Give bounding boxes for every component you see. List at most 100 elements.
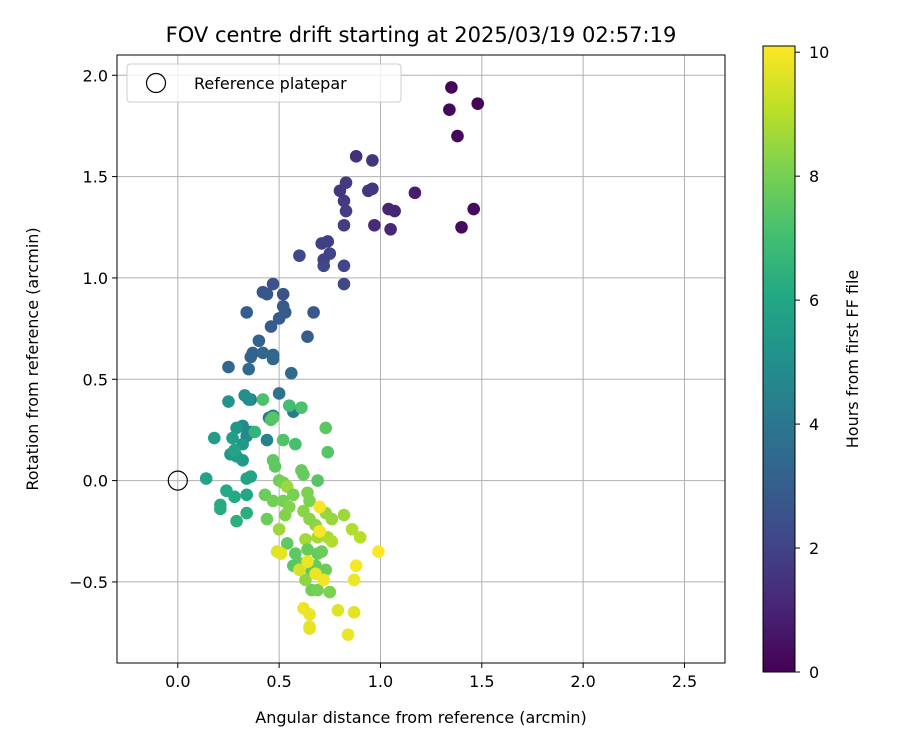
data-point: [368, 218, 381, 232]
data-point: [244, 470, 258, 483]
data-point: [467, 202, 480, 216]
colorbar-tick-label: 6: [809, 291, 819, 310]
data-point: [313, 524, 326, 538]
data-point: [366, 154, 379, 167]
data-point: [353, 531, 367, 544]
colorbar-gradient: [763, 46, 795, 672]
data-point: [319, 421, 333, 435]
data-point: [226, 431, 239, 445]
data-point: [362, 184, 375, 198]
data-point: [242, 362, 256, 376]
colorbar-tick-label: 0: [809, 663, 819, 682]
data-point: [260, 433, 274, 447]
data-point: [339, 204, 353, 218]
y-tick-label: 1.0: [83, 269, 108, 288]
colorbar-tick-label: 4: [809, 415, 819, 434]
data-point: [228, 490, 241, 504]
colorbar-ticks: 0 2 4 6 8 10: [795, 43, 829, 682]
data-point: [282, 399, 296, 412]
data-point: [284, 366, 298, 380]
data-point: [222, 395, 235, 408]
data-point: [337, 194, 351, 208]
data-point: [244, 350, 258, 364]
data-point: [471, 97, 485, 110]
data-point: [408, 186, 422, 200]
data-point: [272, 387, 286, 400]
data-point: [311, 583, 324, 597]
legend-label: Reference platepar: [194, 74, 347, 93]
data-point: [307, 306, 320, 319]
data-point: [266, 411, 280, 425]
data-point: [272, 312, 286, 325]
y-tick-label: 2.0: [83, 66, 108, 85]
data-point: [256, 346, 270, 360]
data-point: [207, 431, 221, 445]
plot-frame: [116, 54, 726, 664]
data-point: [289, 437, 302, 451]
data-point: [325, 535, 339, 548]
data-point: [280, 537, 294, 550]
data-point: [272, 522, 286, 536]
data-point: [384, 222, 397, 236]
data-point: [382, 202, 395, 216]
data-point: [337, 277, 351, 291]
data-point: [321, 445, 335, 459]
data-point: [256, 393, 270, 406]
data-point: [349, 150, 363, 163]
legend-box: [126, 63, 402, 103]
data-point: [228, 443, 241, 457]
colorbar: 0 2 4 6 8 10 Hours from first FF file: [762, 43, 862, 682]
data-point: [230, 514, 243, 528]
data-point: [295, 401, 308, 414]
data-point: [301, 543, 314, 556]
data-point: [297, 468, 310, 481]
colorbar-tick-label: 8: [809, 167, 819, 186]
data-point: [268, 460, 282, 473]
data-point: [199, 472, 213, 485]
data-point: [293, 563, 306, 577]
data-point: [303, 494, 316, 508]
data-point: [347, 606, 361, 619]
x-tick-label: 1.0: [368, 672, 393, 691]
y-tick-label: 1.5: [83, 168, 108, 187]
data-point: [315, 237, 328, 250]
data-point: [301, 555, 314, 568]
reference-marker: [167, 470, 188, 491]
data-point: [301, 330, 314, 344]
legend: Reference platepar: [126, 63, 402, 103]
x-tick-label: 1.5: [469, 672, 494, 691]
data-point: [266, 277, 280, 291]
data-point: [315, 545, 328, 558]
colorbar-label: Hours from first FF file: [843, 270, 862, 449]
data-point: [443, 103, 456, 117]
data-point: [214, 502, 227, 516]
data-point: [274, 547, 288, 560]
data-point: [236, 454, 249, 467]
data-point: [303, 622, 316, 635]
data-point: [293, 249, 306, 262]
data-point: [289, 547, 302, 560]
x-tick-label: 2.5: [672, 672, 697, 691]
data-point: [323, 585, 337, 599]
data-points: [199, 81, 485, 641]
data-point: [341, 628, 355, 641]
data-point: [337, 259, 351, 273]
chart-title: FOV centre drift starting at 2025/03/19 …: [166, 23, 677, 47]
data-point: [337, 218, 351, 232]
data-point: [242, 393, 256, 406]
data-point: [266, 352, 280, 366]
y-tick-label: 0.0: [83, 472, 108, 491]
data-point: [451, 129, 464, 143]
data-point: [252, 334, 266, 348]
x-tick-label: 0.5: [266, 672, 291, 691]
reference-platepar-point: [167, 470, 188, 491]
data-point: [240, 506, 254, 520]
data-point: [317, 573, 331, 587]
data-point: [222, 360, 235, 374]
data-point: [278, 508, 292, 522]
data-point: [276, 433, 290, 447]
data-point: [264, 320, 278, 333]
data-point: [260, 287, 274, 301]
x-tick-label: 0.0: [165, 672, 190, 691]
legend-marker-open-circle: [145, 72, 167, 94]
